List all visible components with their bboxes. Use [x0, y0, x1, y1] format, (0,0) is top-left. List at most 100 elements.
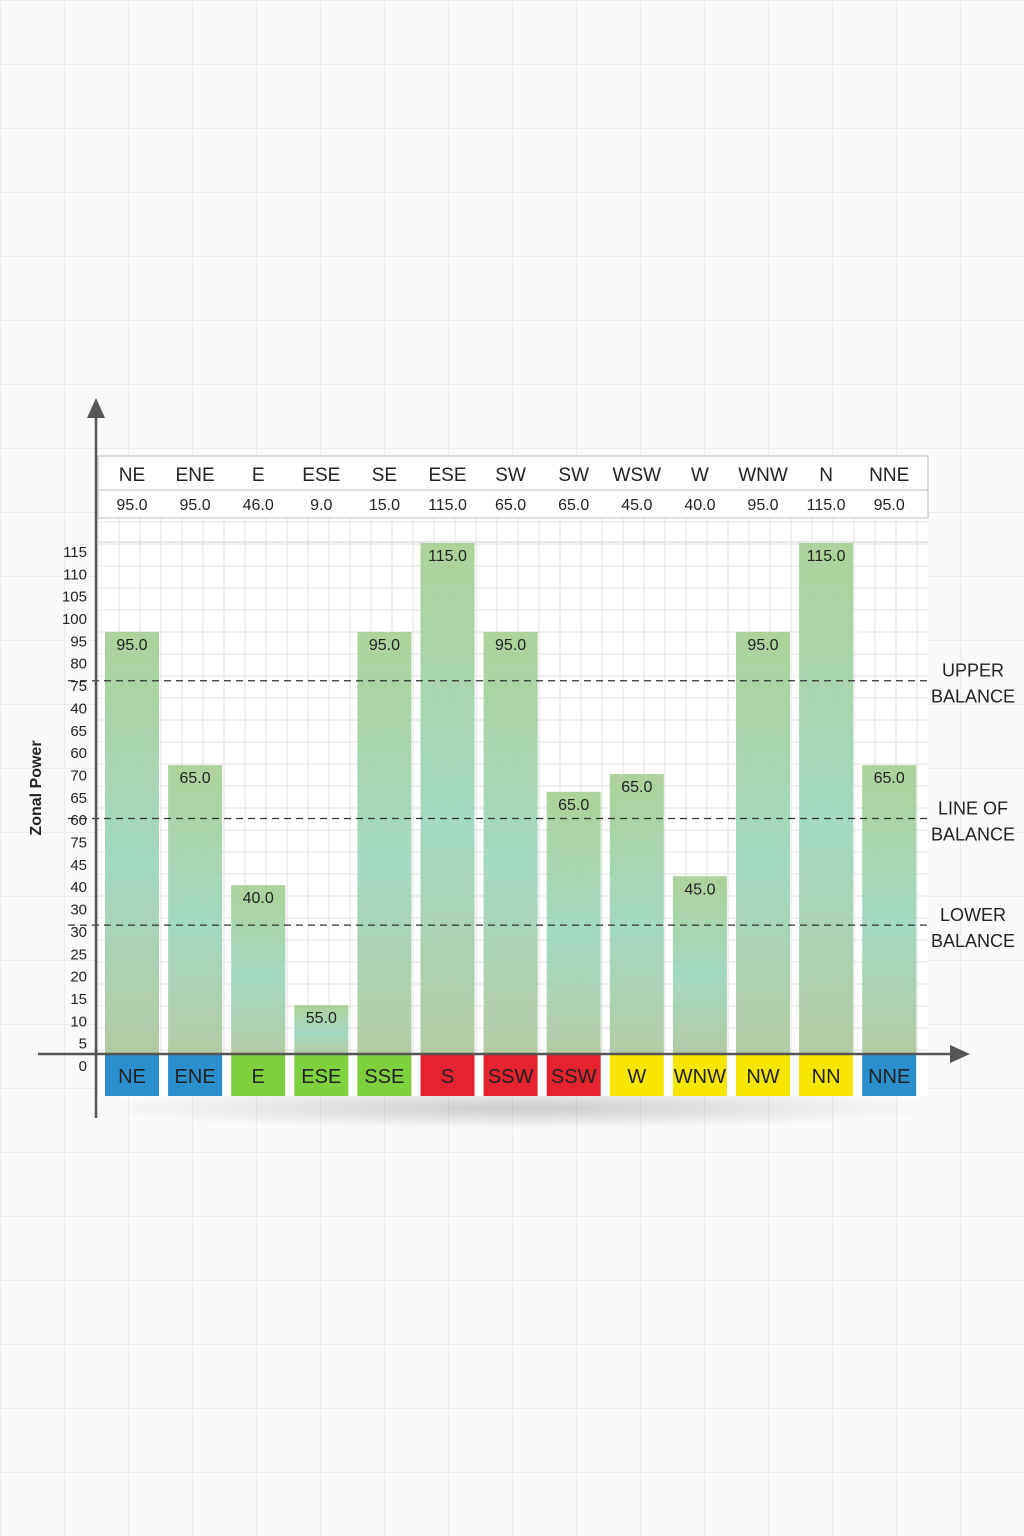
bar-value-label: 115.0: [807, 548, 846, 565]
zone-box: [357, 1054, 412, 1096]
header-direction: NNE: [869, 465, 909, 486]
zone-box: [483, 1054, 538, 1096]
bar-value-label: 65.0: [874, 770, 905, 787]
bar: [420, 543, 475, 1054]
y-tick-label: 40: [70, 879, 87, 896]
y-tick-label: 40: [70, 700, 87, 717]
header-direction: ESE: [428, 465, 466, 486]
y-tick-label: 105: [62, 589, 87, 606]
zone-box: [799, 1054, 854, 1096]
balance-label-upper: BALANCE: [931, 687, 1015, 707]
header-direction: WNW: [738, 465, 788, 486]
header-value: 95.0: [747, 497, 778, 514]
bar: [294, 1005, 349, 1054]
bar: [105, 631, 159, 1054]
zone-label: SSW: [551, 1066, 597, 1088]
y-tick-label: 75: [70, 678, 87, 695]
header-value: 45.0: [621, 497, 652, 514]
balance-label-line-of-balance: BALANCE: [931, 824, 1015, 844]
zone-box: [294, 1054, 349, 1096]
zone-label: NN: [812, 1066, 841, 1088]
bar-value-label: 40.0: [243, 890, 274, 907]
y-tick-label: 25: [70, 946, 87, 963]
bar-value-label: 95.0: [747, 637, 778, 654]
chart-shadow: [90, 1086, 950, 1130]
zone-box: [231, 1054, 286, 1096]
header-table: [97, 455, 929, 519]
bar-value-label: 65.0: [621, 779, 652, 796]
y-tick-label: 45: [70, 857, 87, 874]
x-axis-arrow: [950, 1045, 970, 1063]
zone-box: [105, 1054, 159, 1096]
zone-box: [672, 1054, 727, 1096]
header-value: 65.0: [495, 497, 526, 514]
header-direction: E: [252, 465, 265, 486]
bar: [672, 876, 727, 1054]
header-direction: SW: [495, 465, 526, 486]
header-value: 115.0: [807, 497, 846, 514]
y-tick-label: 60: [70, 745, 87, 762]
header-value: 115.0: [428, 497, 467, 514]
header-value: 46.0: [243, 497, 274, 514]
zone-label: ESE: [301, 1066, 341, 1088]
y-tick-label: 30: [70, 902, 87, 919]
zone-label: SSE: [364, 1066, 404, 1088]
balance-label-lower: BALANCE: [931, 931, 1015, 951]
zone-box: [862, 1054, 917, 1096]
y-tick-label: 80: [70, 656, 87, 673]
header-value: 40.0: [684, 497, 715, 514]
zone-box: [609, 1054, 664, 1096]
zone-label: NW: [746, 1066, 779, 1088]
zone-box: [168, 1054, 223, 1096]
header-value: 95.0: [874, 497, 905, 514]
header-direction: NE: [119, 465, 145, 486]
header-value: 95.0: [180, 497, 211, 514]
y-tick-label: 115: [63, 544, 87, 561]
balance-label-upper: UPPER: [942, 661, 1004, 681]
y-axis-title: Zonal Power: [28, 740, 45, 835]
header-value: 95.0: [116, 497, 147, 514]
bar-value-label: 55.0: [306, 1010, 337, 1027]
zone-label: S: [441, 1066, 454, 1088]
y-tick-label: 15: [70, 991, 87, 1008]
bar: [483, 631, 538, 1054]
header-direction: ENE: [176, 465, 215, 486]
y-tick-label: 110: [63, 566, 87, 583]
y-tick-label: 10: [70, 1013, 87, 1030]
header-value: 65.0: [558, 497, 589, 514]
bar: [546, 791, 601, 1054]
bar: [168, 765, 223, 1054]
zone-box: [420, 1054, 475, 1096]
y-axis-arrow: [87, 398, 105, 418]
zone-label: ENE: [175, 1066, 216, 1088]
zone-box: [736, 1054, 790, 1096]
header-direction: SE: [372, 465, 397, 486]
bar-value-label: 115.0: [428, 548, 467, 565]
balance-label-line-of-balance: LINE OF: [938, 798, 1008, 818]
y-tick-label: 60: [70, 812, 87, 829]
y-tick-label: 65: [70, 790, 87, 807]
y-tick-label: 70: [70, 767, 87, 784]
bar: [231, 885, 286, 1054]
bar-value-label: 45.0: [684, 881, 715, 898]
zone-box: [546, 1054, 601, 1096]
zone-label: SSW: [488, 1066, 534, 1088]
bar-value-label: 65.0: [180, 770, 211, 787]
bar: [799, 543, 854, 1054]
bar: [862, 765, 917, 1054]
balance-label-lower: LOWER: [940, 905, 1006, 925]
zone-label: E: [252, 1066, 265, 1088]
bar: [736, 631, 790, 1054]
header-value: 15.0: [369, 497, 400, 514]
y-tick-label: 0: [79, 1058, 87, 1075]
y-tick-label: 100: [62, 611, 87, 628]
bar-value-label: 95.0: [495, 637, 526, 654]
bar-value-label: 95.0: [116, 637, 147, 654]
zone-label: WNW: [674, 1066, 726, 1088]
zone-label: NNE: [868, 1066, 910, 1088]
bar: [357, 631, 412, 1054]
y-tick-label: 30: [70, 924, 87, 941]
y-tick-label: 20: [70, 969, 87, 986]
header-direction: WSW: [613, 465, 662, 486]
